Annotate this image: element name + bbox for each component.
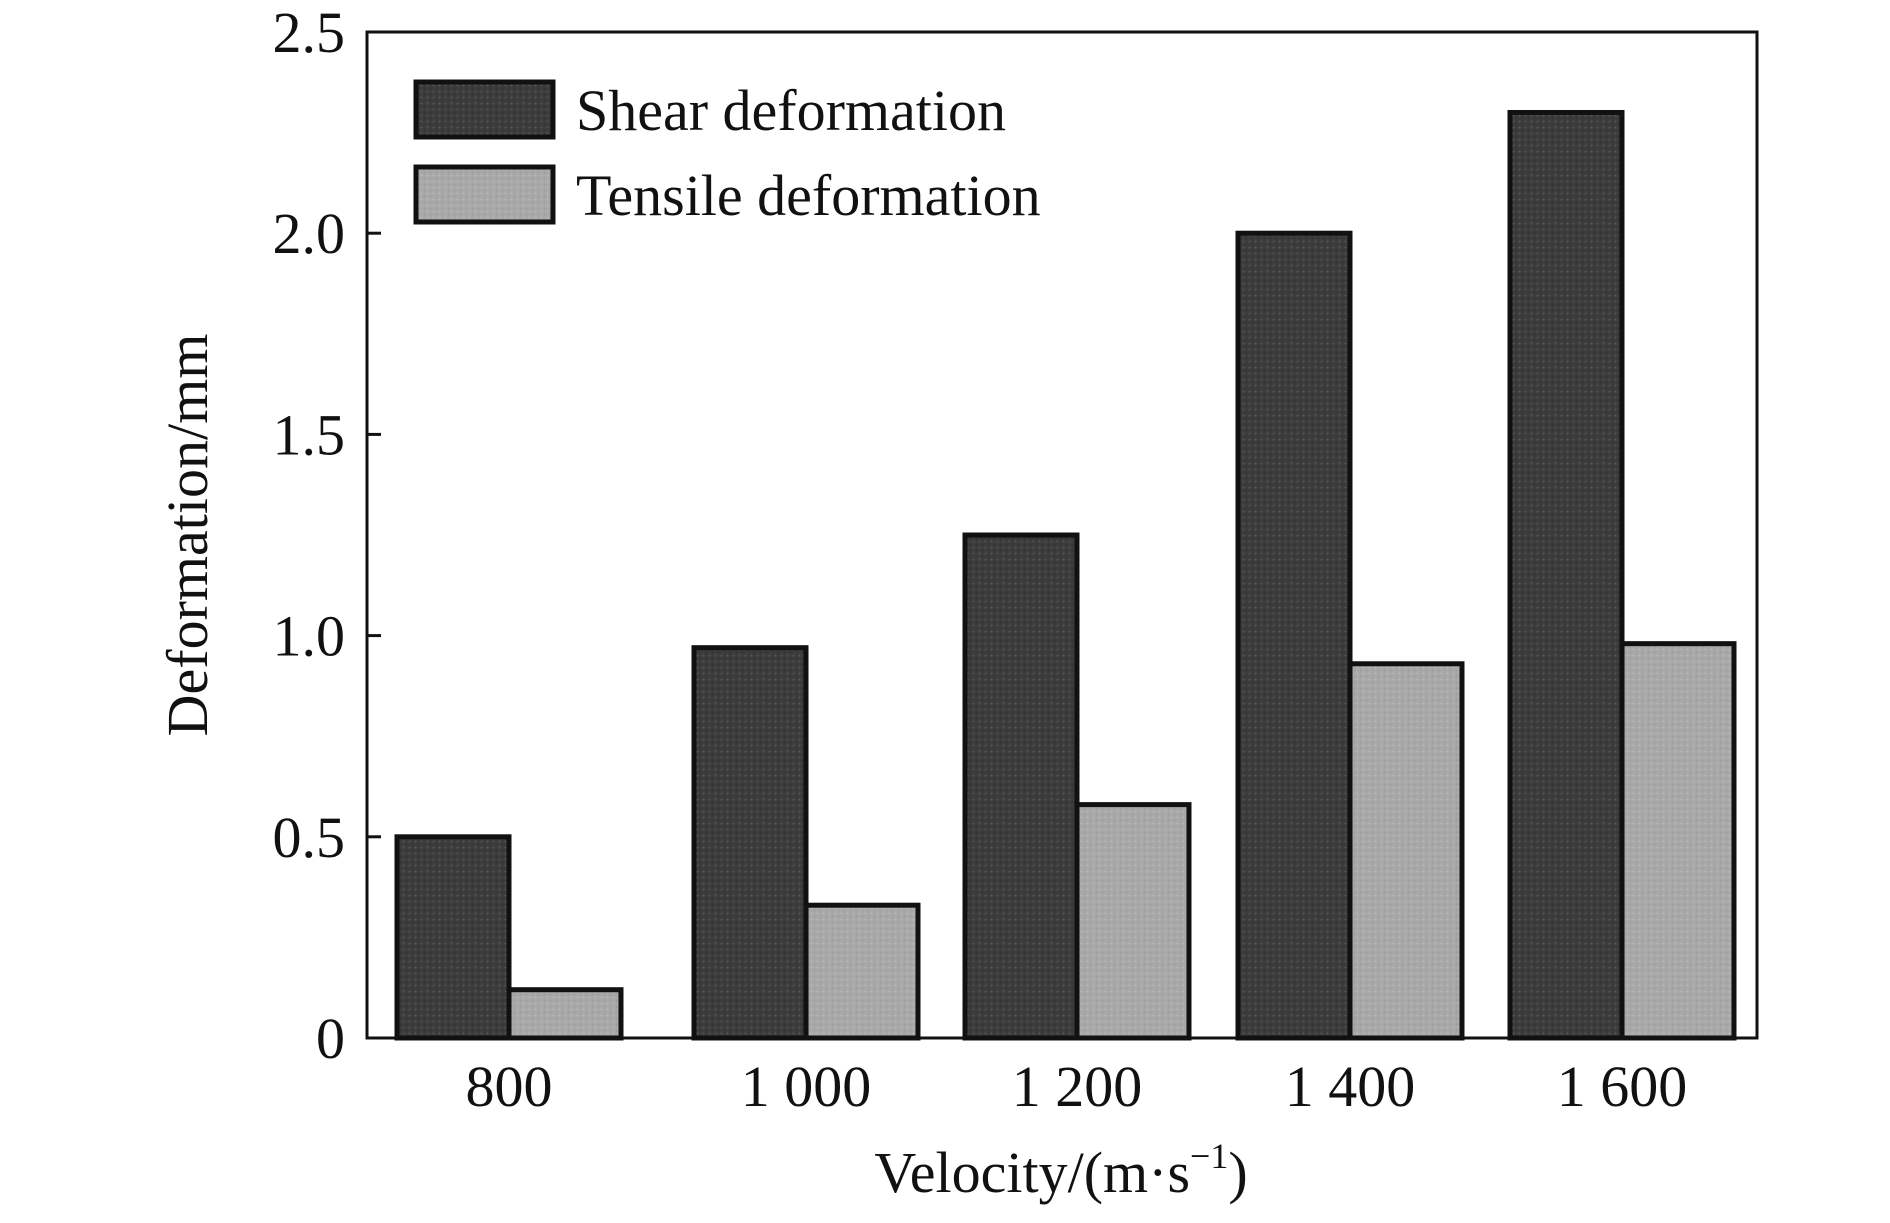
x-axis-label-text: Velocity/(m·s xyxy=(874,1140,1190,1205)
x-axis-label-superscript: −1 xyxy=(1190,1136,1228,1176)
x-tick-label-0: 800 xyxy=(466,1054,553,1119)
x-tick-label-3: 1 400 xyxy=(1285,1054,1416,1119)
shear-bar-3 xyxy=(1235,230,1353,1041)
y-axis-label: Deformation/mm xyxy=(155,334,220,737)
shear-bar-2 xyxy=(962,532,1080,1041)
legend-label-tensile: Tensile deformation xyxy=(576,163,1041,228)
shear-bar-4 xyxy=(1507,109,1625,1041)
tensile-bar-3 xyxy=(1347,661,1465,1041)
x-axis-label: Velocity/(m·s−1) xyxy=(874,1136,1247,1205)
shear-bar-0 xyxy=(394,834,512,1041)
y-tick-label-2: 1.0 xyxy=(273,604,346,669)
plot-frame xyxy=(365,30,1759,1040)
bars-layer xyxy=(394,109,1737,1041)
y-tick-label-1: 0.5 xyxy=(273,805,346,870)
legend-label-shear: Shear deformation xyxy=(576,78,1006,143)
y-tick-label-4: 2.0 xyxy=(273,201,346,266)
x-axis-label-close: ) xyxy=(1228,1140,1247,1205)
x-tick-label-2: 1 200 xyxy=(1012,1054,1143,1119)
x-tick-label-4: 1 600 xyxy=(1557,1054,1688,1119)
y-axis: 0 0.5 1.0 1.5 2.0 2.5 xyxy=(273,0,381,1071)
legend-swatch-shear xyxy=(413,79,556,140)
tensile-bar-0 xyxy=(506,987,624,1041)
tensile-bar-1 xyxy=(803,902,921,1041)
legend: Shear deformation Tensile deformation xyxy=(413,78,1041,228)
x-tick-label-1: 1 000 xyxy=(741,1054,872,1119)
tensile-bar-2 xyxy=(1074,802,1192,1041)
y-tick-label-3: 1.5 xyxy=(273,402,346,467)
legend-swatch-tensile xyxy=(413,164,556,225)
x-axis: 800 1 000 1 200 1 400 1 600 xyxy=(466,1054,1688,1119)
y-tick-label-5: 2.5 xyxy=(273,0,346,65)
y-tick-label-0: 0 xyxy=(316,1006,345,1071)
tensile-bar-4 xyxy=(1619,641,1737,1041)
shear-bar-1 xyxy=(691,645,809,1041)
